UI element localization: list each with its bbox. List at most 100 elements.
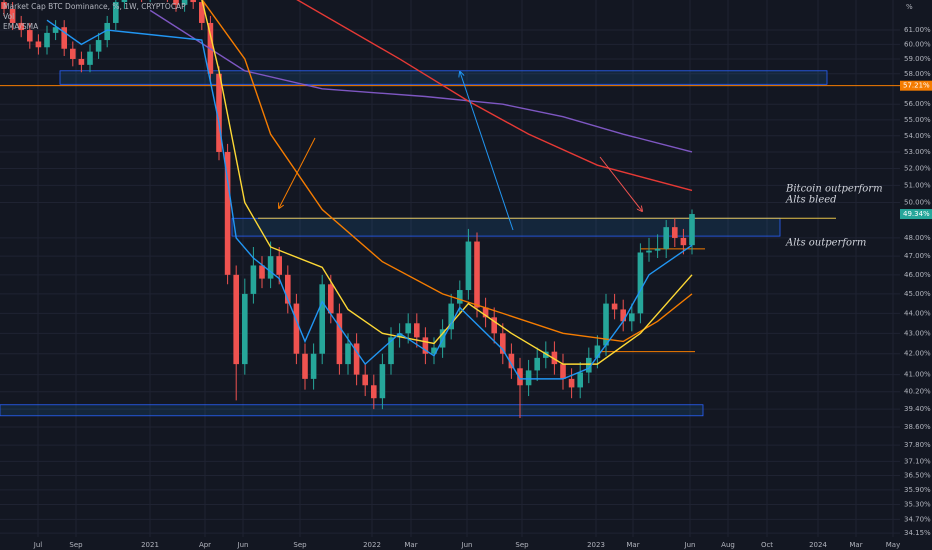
candle-body <box>61 27 67 49</box>
candle-body <box>517 368 523 386</box>
zone <box>59 70 828 85</box>
candle-body <box>336 313 343 365</box>
candle-body <box>181 0 188 5</box>
candle-body <box>44 32 50 48</box>
y-tick-label: 60.00% <box>904 40 931 48</box>
candle-body <box>491 317 497 334</box>
candle-body <box>474 241 480 308</box>
candle-body <box>113 2 119 23</box>
y-tick-label: 37.80% <box>904 441 931 449</box>
candle-body <box>551 351 558 365</box>
indicator-label: EMA/SMA <box>3 22 39 31</box>
zone <box>231 217 781 237</box>
chart-title: Market Cap BTC Dominance, %, 1W, CRYPTOC… <box>3 2 186 11</box>
candle-body <box>603 303 609 346</box>
candle-body <box>534 357 540 371</box>
candle-body <box>121 0 128 3</box>
candle-body <box>190 0 196 3</box>
candle-body <box>646 250 652 253</box>
y-tick-label: 41.00% <box>904 371 931 379</box>
x-tick-label: Apr <box>199 541 211 549</box>
candle-body <box>70 48 76 59</box>
candle-body <box>319 284 325 354</box>
candle-body <box>620 309 626 322</box>
candle-body <box>448 303 454 330</box>
price-label-box <box>900 80 932 91</box>
x-tick-label: Jun <box>237 541 249 549</box>
y-tick-label: 61.00% <box>904 26 931 34</box>
y-tick-label: 45.00% <box>904 290 931 298</box>
candle-body <box>285 274 291 304</box>
y-tick-label: 44.00% <box>904 309 931 317</box>
candle-body <box>422 337 429 354</box>
grid <box>0 0 900 537</box>
y-tick-label: 47.00% <box>904 252 931 260</box>
x-tick-label: 2023 <box>587 541 605 549</box>
candle-body <box>302 353 308 379</box>
candle-body <box>267 256 274 279</box>
x-tick-label: Sep <box>69 541 83 549</box>
annotation: Alts bleed <box>785 195 837 206</box>
candle-body <box>362 374 368 386</box>
candle-body <box>594 345 601 358</box>
y-tick-label: 54.00% <box>904 132 931 140</box>
y-tick-label: 52.00% <box>904 164 931 172</box>
candle-body <box>568 378 575 388</box>
arrow <box>599 156 642 211</box>
candle-body <box>173 0 179 5</box>
x-tick-label: Jun <box>684 541 696 549</box>
candle-body <box>242 293 248 365</box>
x-tick-label: Sep <box>293 541 307 549</box>
candle-body <box>543 351 549 358</box>
moving-average <box>296 0 693 192</box>
y-tick-label: 48.00% <box>904 234 931 242</box>
candle-body <box>276 256 282 275</box>
candle-body <box>52 27 59 33</box>
moving-average <box>201 0 693 343</box>
x-tick-label: Mar <box>626 541 639 549</box>
y-tick-label: 42.00% <box>904 350 931 358</box>
y-tick-label: 53.00% <box>904 148 931 156</box>
candle-body <box>250 265 257 294</box>
candle-body <box>457 290 463 304</box>
candle-body <box>353 343 360 375</box>
plot-area <box>0 0 900 419</box>
y-tick-label: 36.50% <box>904 471 931 479</box>
x-tick-label: Sep <box>515 541 529 549</box>
candle-body <box>689 214 695 246</box>
candle-body <box>560 364 566 379</box>
candle-body <box>654 248 661 251</box>
candle-body <box>9 8 16 23</box>
annotation: Bitcoin outperform <box>785 184 883 195</box>
y-tick-label: 37.10% <box>904 457 931 465</box>
x-tick-label: 2021 <box>141 541 159 549</box>
x-tick-label: Mar <box>849 541 862 549</box>
x-tick-label: 2022 <box>363 541 381 549</box>
candle-body <box>405 323 411 334</box>
price-axis <box>900 0 932 550</box>
candle-body <box>482 307 489 318</box>
y-tick-label: 35.90% <box>904 486 931 494</box>
y-tick-label: 43.00% <box>904 329 931 337</box>
candle-body <box>525 370 532 386</box>
candle-body <box>233 274 239 365</box>
x-tick-label: May <box>886 541 900 549</box>
candle-body <box>414 323 420 338</box>
candle-body <box>465 241 472 291</box>
candle-body <box>18 22 24 31</box>
y-tick-label: 56.00% <box>904 100 931 108</box>
candle-body <box>508 353 515 369</box>
candle-body <box>586 357 592 373</box>
candle-body <box>663 227 669 249</box>
arrow <box>279 137 316 208</box>
candle-body <box>431 347 437 354</box>
y-tick-label: 50.00% <box>904 199 931 207</box>
candle-body <box>87 51 93 65</box>
candle-body <box>577 372 583 388</box>
candle-body <box>293 303 300 354</box>
y-tick-label: 55.00% <box>904 116 931 124</box>
candle-body <box>78 58 85 65</box>
x-tick-label: Mar <box>404 541 417 549</box>
